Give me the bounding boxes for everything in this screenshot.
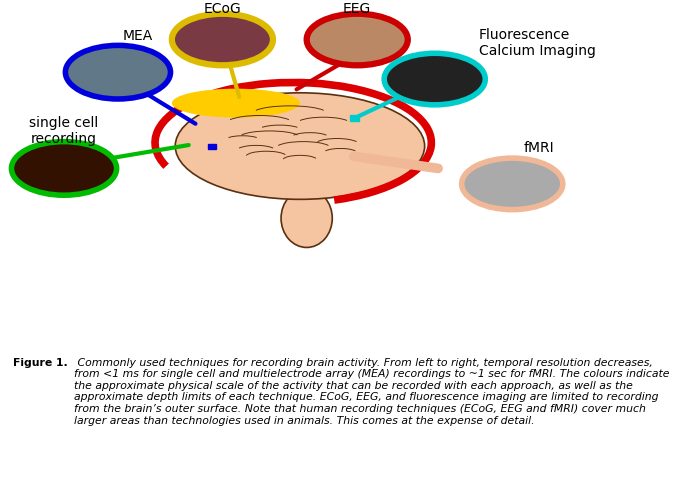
- Ellipse shape: [172, 89, 300, 117]
- Text: fMRI: fMRI: [524, 141, 555, 155]
- Circle shape: [384, 53, 485, 105]
- Bar: [350, 115, 359, 121]
- Text: Figure 1.: Figure 1.: [13, 357, 68, 368]
- Circle shape: [172, 14, 273, 65]
- Bar: [208, 144, 216, 149]
- Circle shape: [65, 45, 171, 99]
- Text: Commonly used techniques for recording brain activity. From left to right, tempo: Commonly used techniques for recording b…: [74, 357, 670, 426]
- Text: EEG: EEG: [343, 1, 371, 16]
- Circle shape: [462, 158, 563, 210]
- Text: Fluorescence
Calcium Imaging: Fluorescence Calcium Imaging: [479, 28, 595, 58]
- Ellipse shape: [281, 189, 332, 247]
- Text: ECoG: ECoG: [204, 1, 241, 16]
- Circle shape: [11, 141, 117, 195]
- Ellipse shape: [175, 93, 425, 199]
- Text: single cell
recording: single cell recording: [30, 115, 98, 146]
- Circle shape: [307, 14, 408, 65]
- Text: MEA: MEA: [123, 29, 153, 43]
